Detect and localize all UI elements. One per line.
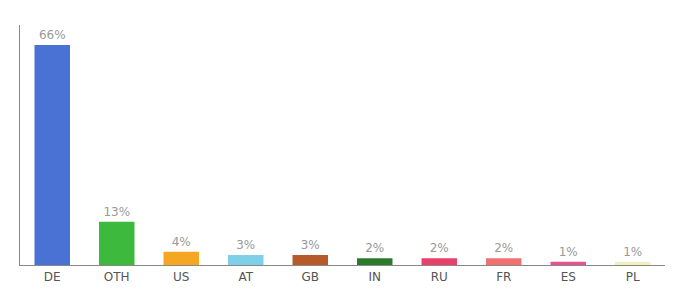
svg-text:GB: GB (301, 270, 319, 284)
svg-text:1%: 1% (559, 245, 578, 259)
svg-text:DE: DE (44, 270, 61, 284)
svg-text:US: US (173, 270, 189, 284)
svg-text:OTH: OTH (104, 270, 130, 284)
svg-text:3%: 3% (236, 238, 255, 252)
svg-text:66%: 66% (39, 28, 66, 42)
svg-text:1%: 1% (623, 245, 642, 259)
svg-text:AT: AT (238, 270, 253, 284)
svg-text:ES: ES (561, 270, 576, 284)
svg-text:4%: 4% (172, 235, 191, 249)
svg-text:2%: 2% (494, 241, 513, 255)
svg-text:IN: IN (368, 270, 381, 284)
svg-text:RU: RU (431, 270, 448, 284)
svg-text:2%: 2% (365, 241, 384, 255)
svg-text:PL: PL (626, 270, 640, 284)
svg-text:3%: 3% (301, 238, 320, 252)
svg-text:13%: 13% (103, 205, 130, 219)
svg-text:FR: FR (496, 270, 511, 284)
svg-text:2%: 2% (430, 241, 449, 255)
